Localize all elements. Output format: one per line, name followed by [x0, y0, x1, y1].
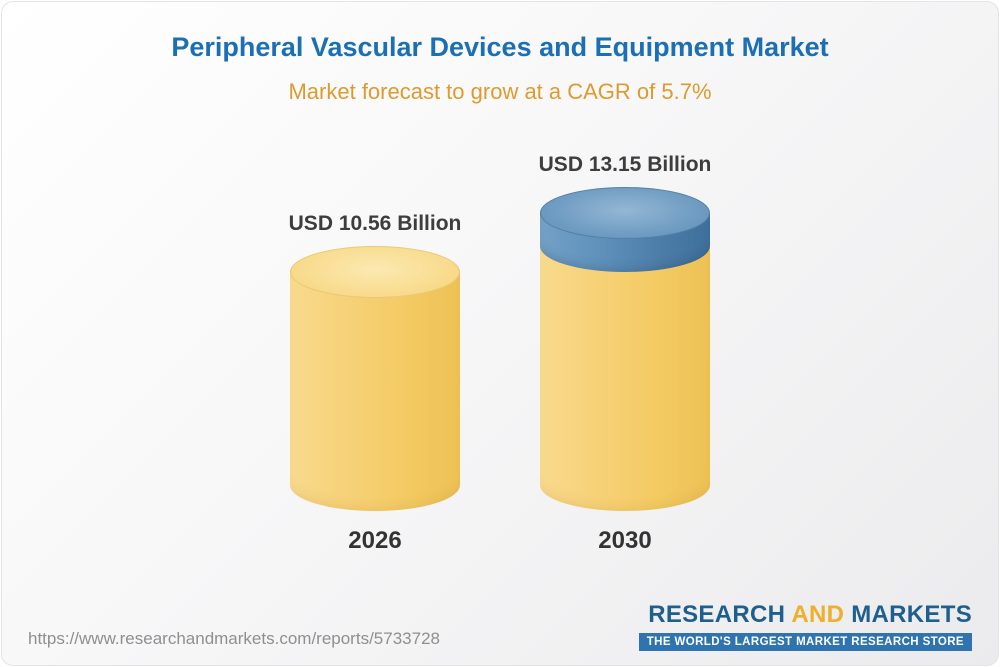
logo-text: RESEARCH AND MARKETS [639, 601, 972, 629]
value-label-2030: USD 13.15 Billion [538, 153, 712, 176]
bar-group-2030: USD 13.15 Billion 2030 [500, 153, 750, 555]
logo-word-and: AND [791, 601, 845, 628]
cylinder-2026 [290, 246, 460, 511]
year-label-2026: 2026 [348, 527, 402, 554]
cylinder-top-ellipse [290, 246, 460, 298]
cylinder-top-ellipse [540, 187, 710, 239]
bar-group-2026: USD 10.56 Billion 2026 [250, 212, 500, 555]
logo-word-markets: MARKETS [851, 601, 972, 628]
report-url: https://www.researchandmarkets.com/repor… [28, 629, 440, 648]
footer: https://www.researchandmarkets.com/repor… [2, 601, 998, 651]
page-title: Peripheral Vascular Devices and Equipmen… [171, 32, 829, 62]
cylinder-body [290, 272, 460, 511]
bar-chart: USD 10.56 Billion 2026 USD 13.15 Billion… [2, 153, 998, 555]
logo-word-research: RESEARCH [648, 601, 786, 628]
value-label-2026: USD 10.56 Billion [288, 212, 462, 235]
company-logo: RESEARCH AND MARKETS THE WORLD'S LARGEST… [638, 601, 972, 651]
cylinder-2030 [540, 187, 710, 511]
year-label-2030: 2030 [598, 527, 652, 554]
logo-tagline: THE WORLD'S LARGEST MARKET RESEARCH STOR… [638, 633, 972, 651]
page-subtitle: Market forecast to grow at a CAGR of 5.7… [288, 79, 712, 104]
